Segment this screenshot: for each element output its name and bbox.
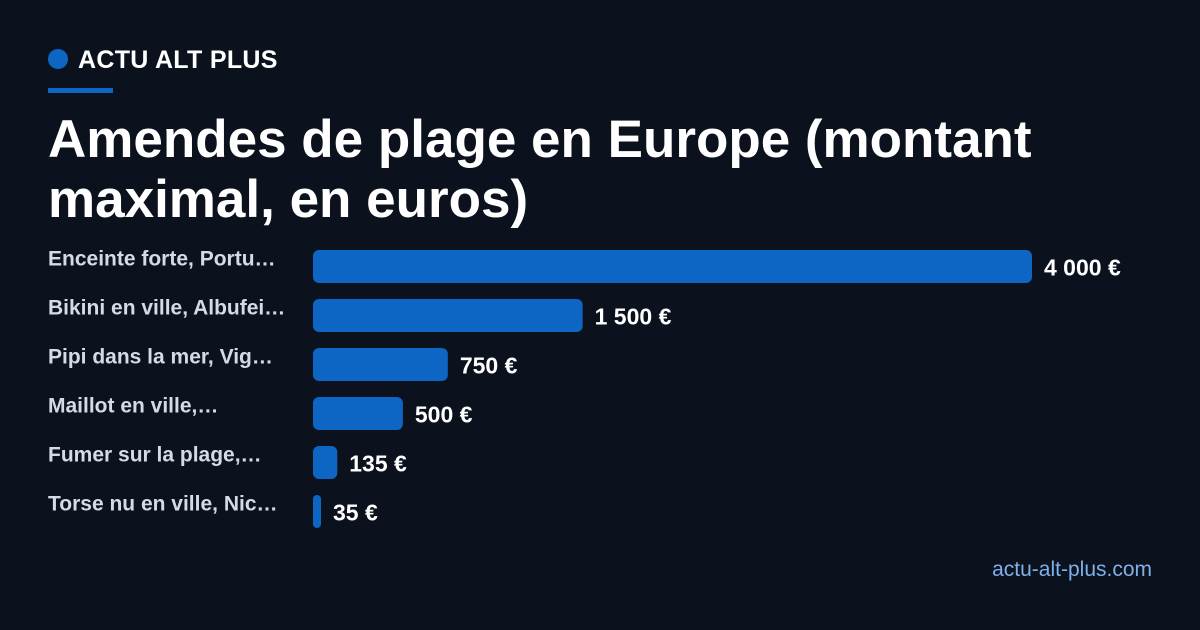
value-label: 35 € (333, 500, 378, 526)
value-label: 1 500 € (595, 304, 672, 330)
category-label: Pipi dans la mer, Vig… (48, 346, 273, 369)
category-label: Enceinte forte, Portu… (48, 248, 276, 271)
category-label: Maillot en ville,… (48, 395, 218, 418)
brand-name: ACTU ALT PLUS (78, 46, 278, 74)
bar (313, 397, 403, 430)
category-label: Bikini en ville, Albufei… (48, 297, 285, 320)
bar (313, 299, 583, 332)
site-url: actu-alt-plus.com (992, 558, 1152, 581)
brand: ACTU ALT PLUS (48, 46, 278, 75)
bar (313, 250, 1032, 283)
value-label: 4 000 € (1044, 255, 1121, 281)
bar (313, 495, 321, 528)
brand-underline (48, 88, 113, 93)
value-label: 135 € (349, 451, 407, 477)
category-label: Fumer sur la plage,… (48, 444, 262, 467)
category-label: Torse nu en ville, Nic… (48, 493, 278, 516)
bar (313, 446, 338, 479)
brand-dot-icon (48, 48, 68, 69)
value-label: 500 € (415, 402, 473, 428)
bar (313, 348, 448, 381)
value-label: 750 € (460, 353, 518, 379)
chart-title: Amendes de plage en Europe (montant maxi… (48, 110, 1032, 229)
